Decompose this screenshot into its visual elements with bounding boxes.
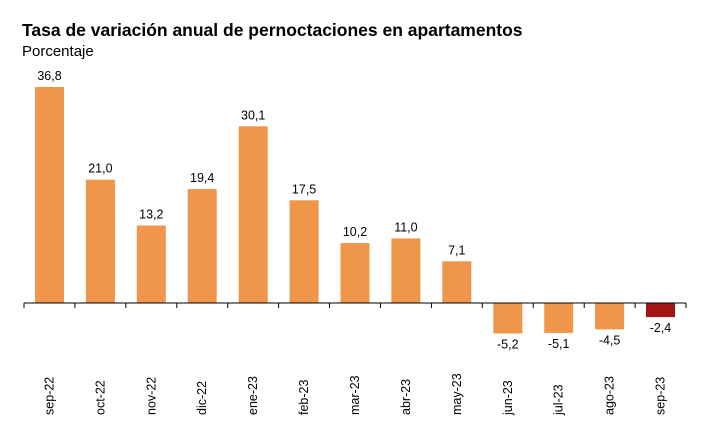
value-label: 17,5 <box>292 182 316 196</box>
category-label: may-23 <box>450 373 464 415</box>
value-label: 7,1 <box>448 243 465 257</box>
category-label: jun-23 <box>501 380 515 416</box>
bar-sep-23 <box>646 303 675 318</box>
value-label: 10,2 <box>343 225 367 239</box>
value-label: -5,1 <box>548 337 570 351</box>
value-label: 21,0 <box>88 162 112 176</box>
bar-sep-22 <box>35 87 64 303</box>
value-label: 11,0 <box>394 220 417 234</box>
value-label: 36,8 <box>37 69 61 83</box>
bar-mar-23 <box>340 243 370 303</box>
bar-jun-23 <box>493 303 523 334</box>
bar-oct-22 <box>85 179 115 303</box>
bar-abr-23 <box>391 238 421 303</box>
bar-ene-23 <box>238 126 268 303</box>
chart-subtitle: Porcentaje <box>22 43 94 60</box>
bar-ago-23 <box>595 303 625 330</box>
bar-nov-22 <box>136 225 166 303</box>
value-label: -4,5 <box>599 333 621 347</box>
category-label: feb-23 <box>297 380 311 415</box>
category-label: nov-22 <box>144 377 158 415</box>
value-label: 30,1 <box>241 108 265 122</box>
category-label: abr-23 <box>399 379 413 415</box>
bar-dic-22 <box>187 189 217 303</box>
category-label: jul-23 <box>552 384 566 416</box>
category-label: oct-22 <box>93 380 107 415</box>
value-label: -2,4 <box>650 321 672 335</box>
chart-title: Tasa de variación anual de pernoctacione… <box>22 20 523 40</box>
category-label: dic-22 <box>195 381 209 415</box>
value-label: 19,4 <box>190 171 214 185</box>
bar-feb-23 <box>289 200 319 303</box>
category-label: ene-23 <box>246 376 260 415</box>
category-label: sep-23 <box>654 377 668 415</box>
category-label: mar-23 <box>348 375 362 415</box>
bar-may-23 <box>442 261 472 303</box>
value-label: -5,2 <box>497 338 519 352</box>
category-label: ago-23 <box>603 376 617 415</box>
value-label: 13,2 <box>139 208 163 222</box>
bar-jul-23 <box>544 303 574 333</box>
category-label: sep-22 <box>43 377 57 415</box>
